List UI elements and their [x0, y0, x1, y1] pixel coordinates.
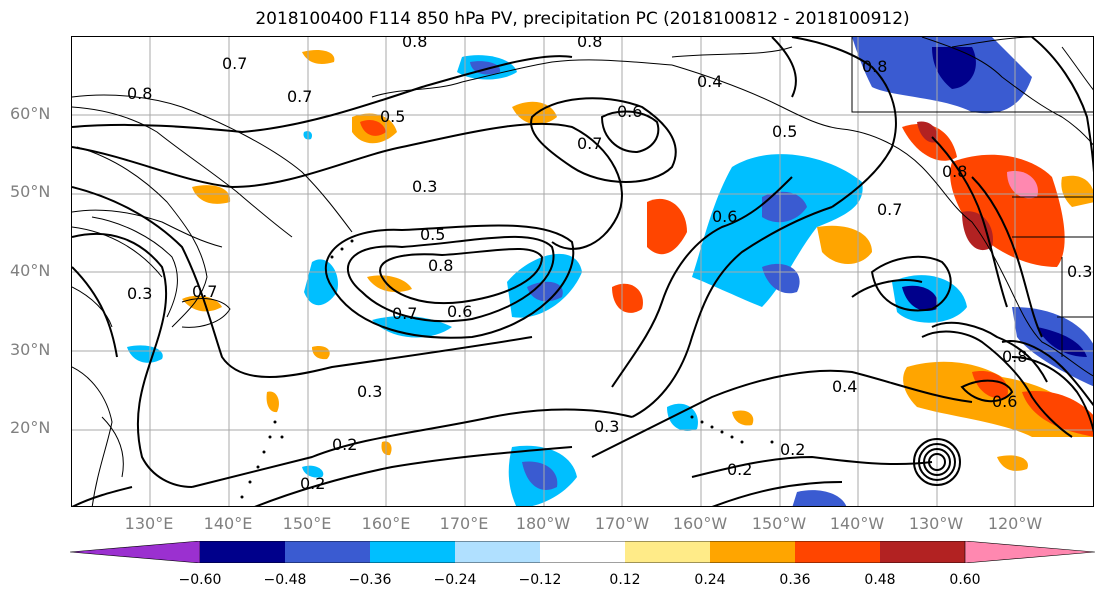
contour-label: 0.8: [1002, 347, 1027, 366]
lon-label-160w: 160°W: [672, 514, 728, 533]
colorbar-tick: 0.24: [694, 572, 726, 588]
contour-label: 0.7: [287, 87, 312, 106]
lon-label-130e: 130°E: [124, 514, 174, 533]
colorbar-segment: [200, 541, 285, 563]
contour-label: 0.5: [772, 122, 797, 141]
contour-label: 0.8: [942, 162, 967, 181]
colorbar-segment: [880, 541, 965, 563]
contour-label: 0.8: [402, 37, 427, 51]
contour-label: 0.6: [617, 102, 642, 121]
lon-label-150w: 150°W: [751, 514, 807, 533]
contour-label: 0.2: [332, 435, 357, 454]
contour-label: 0.2: [780, 440, 805, 459]
contour-label: 0.4: [832, 377, 857, 396]
map-title: 2018100400 F114 850 hPa PV, precipitatio…: [255, 9, 910, 29]
contour-label: 0.8: [862, 57, 887, 76]
graticule: [72, 37, 1093, 506]
contour-label: 0.7: [222, 54, 247, 73]
colorbar-segment: [69, 540, 201, 564]
colorbar-segment: [710, 541, 795, 563]
contour-label: 0.7: [192, 282, 217, 301]
colorbar-tick: −0.36: [348, 572, 392, 588]
colorbar-tick: −0.60: [178, 572, 222, 588]
lon-label-150e: 150°E: [282, 514, 332, 533]
lat-label-20n: 20°N: [10, 418, 51, 437]
contour-labels: 0.7 0.7 0.8 0.8 0.8 0.4 0.6 0.7 0.5 0.5 …: [127, 37, 1092, 493]
colorbar-tick: 0.48: [864, 572, 896, 588]
contour-label: 0.2: [300, 474, 325, 493]
colorbar-segment: [964, 540, 1096, 564]
colorbar-tick: −0.24: [433, 572, 477, 588]
contour-label: 0.7: [577, 134, 602, 153]
map-panel: 0.7 0.7 0.8 0.8 0.8 0.4 0.6 0.7 0.5 0.5 …: [71, 36, 1094, 507]
contour-label: 0.8: [577, 37, 602, 51]
island-chains: [240, 239, 774, 499]
contour-label: 0.3: [127, 284, 152, 303]
contour-label: 0.3: [357, 382, 382, 401]
lon-label-170w: 170°W: [594, 514, 650, 533]
colorbar-segment: [370, 541, 455, 563]
thin-contours: [72, 37, 1093, 328]
colorbar-svg: [69, 540, 1096, 564]
contour-label: 0.2: [727, 460, 752, 479]
pv-contours: [72, 37, 1093, 506]
lat-label-60n: 60°N: [10, 104, 51, 123]
lon-label-170e: 170°E: [439, 514, 489, 533]
lon-label-180w: 180°W: [515, 514, 571, 533]
contour-label: 0.6: [712, 207, 737, 226]
contour-label: 0.3: [412, 177, 437, 196]
lon-label-120w: 120°W: [987, 514, 1043, 533]
contour-label: 0.6: [447, 302, 472, 321]
negative-precip-areas: [127, 37, 1093, 506]
contour-label: 0.5: [380, 107, 405, 126]
contour-label: 0.6: [992, 392, 1017, 411]
colorbar-segment: [625, 541, 710, 563]
lon-label-140w: 140°W: [829, 514, 885, 533]
colorbar-tick: −0.12: [518, 572, 562, 588]
contour-label: 0.8: [428, 256, 453, 275]
contour-label: 0.5: [420, 225, 445, 244]
contour-label: 0.7: [392, 304, 417, 323]
colorbar-segment: [285, 541, 370, 563]
lon-label-160e: 160°E: [361, 514, 411, 533]
lat-label-50n: 50°N: [10, 182, 51, 201]
lon-label-140e: 140°E: [203, 514, 253, 533]
colorbar-tick: 0.12: [609, 572, 641, 588]
contour-label: 0.3: [594, 417, 619, 436]
contour-label: 0.7: [877, 200, 902, 219]
map-canvas: 0.7 0.7 0.8 0.8 0.8 0.4 0.6 0.7 0.5 0.5 …: [72, 37, 1093, 506]
contour-label: 0.3: [1067, 262, 1092, 281]
contour-label: 0.8: [127, 84, 152, 103]
colorbar-tick: 0.36: [779, 572, 811, 588]
lat-label-40n: 40°N: [10, 261, 51, 280]
lon-label-130w: 130°W: [908, 514, 964, 533]
lat-label-30n: 30°N: [10, 340, 51, 359]
colorbar-tick: 0.60: [949, 572, 981, 588]
colorbar-segment: [455, 541, 540, 563]
colorbar-segment: [540, 541, 625, 563]
colorbar: [69, 540, 1096, 564]
colorbar-tick: −0.48: [263, 572, 307, 588]
contour-label: 0.4: [697, 72, 722, 91]
colorbar-segment: [795, 541, 880, 563]
